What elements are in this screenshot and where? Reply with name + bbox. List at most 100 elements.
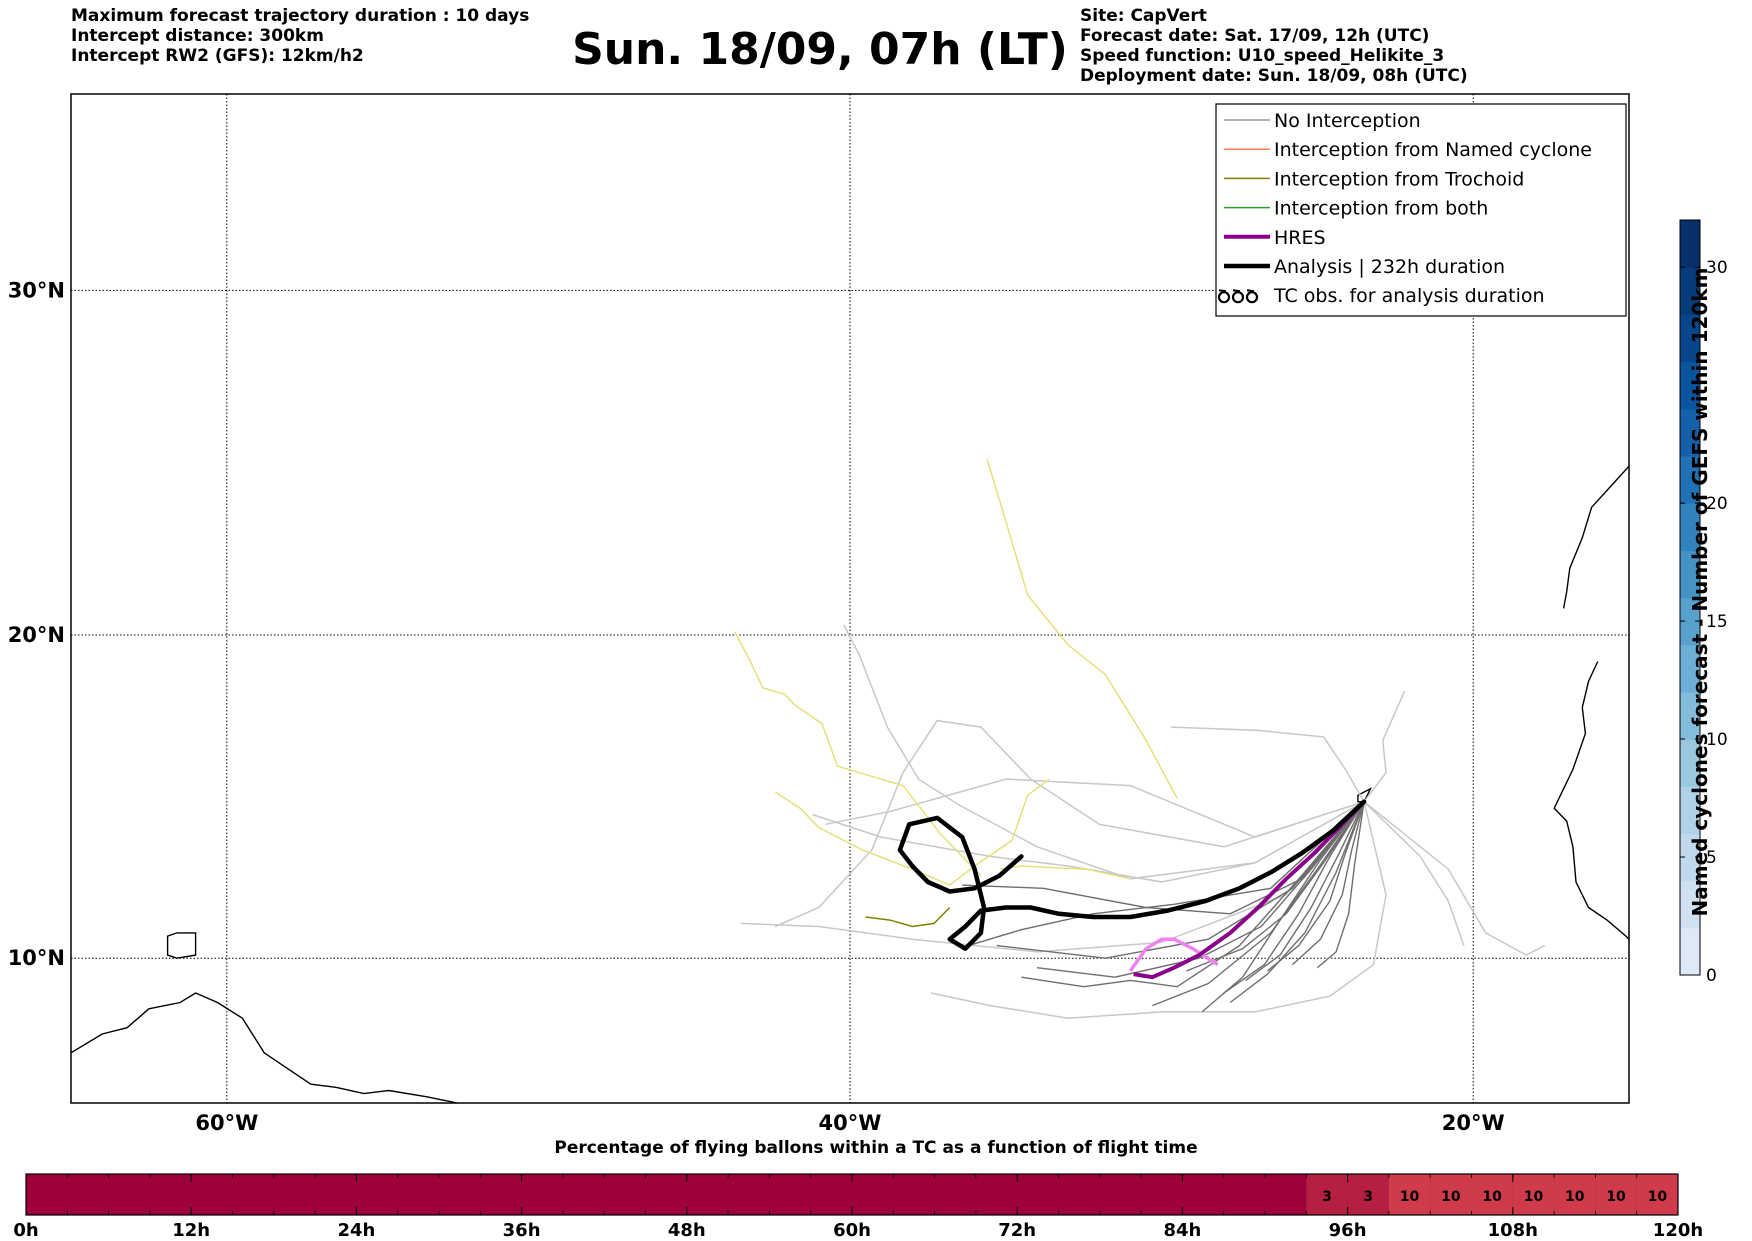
max-duration-text: Maximum forecast trajectory duration : 1… — [71, 6, 530, 26]
timeline-tick-label: 24h — [337, 1220, 375, 1241]
axis-labels: 30°N 20°N 10°N 60°W 40°W 20°W — [8, 278, 1505, 1135]
timeline-bar: 3 3 10 10 10 10 10 10 10 0h 12h 24h 36h 48h 60h 72h 84h… — [13, 1173, 1703, 1241]
timeline-tick-label: 36h — [503, 1220, 541, 1241]
colorbar-swatch — [1680, 739, 1700, 787]
timeline-title: Percentage of flying ballons within a TC… — [554, 1138, 1198, 1158]
trajectory-yellow — [774, 791, 950, 886]
trajectory-yellow — [949, 778, 1050, 886]
intercept-rw2-text: Intercept RW2 (GFS): 12km/h2 — [71, 46, 364, 66]
trajectory-hres-secondary — [1128, 937, 1219, 972]
colorbar-swatch — [1680, 597, 1700, 646]
timeline-segment-label: 10 — [1524, 1189, 1544, 1205]
timeline-segment-label: 10 — [1648, 1189, 1668, 1205]
colorbar-swatch — [1680, 833, 1700, 882]
timeline-segment — [1595, 1174, 1637, 1215]
forecast-settings: Site: CapVert Forecast date: Sat. 17/09,… — [1080, 6, 1468, 86]
deployment-date-text: Deployment date: Sun. 18/09, 08h (UTC) — [1080, 66, 1468, 86]
legend-item-label: HRES — [1274, 227, 1326, 249]
colorbar-swatch — [1680, 408, 1700, 457]
trajectory-no-interception — [1292, 801, 1365, 966]
lon-tick-label: 60°W — [195, 1111, 258, 1135]
colorbar-tick-label: 20 — [1706, 494, 1728, 514]
colorbar-tick-label: 30 — [1706, 258, 1728, 278]
coastline-sahara-coast — [1562, 465, 1629, 609]
trajectory-light — [1170, 726, 1365, 803]
legend-item-label: TC obs. for analysis duration — [1273, 285, 1545, 307]
site-text: Site: CapVert — [1080, 6, 1207, 26]
colorbar-swatch — [1680, 220, 1700, 268]
timeline-segment-label: 10 — [1482, 1189, 1502, 1205]
timeline-tick-label: 120h — [1653, 1220, 1703, 1241]
coastline-trinidad — [166, 932, 197, 959]
lon-tick-label: 20°W — [1442, 1111, 1505, 1135]
colorbar-frame — [1679, 219, 1701, 976]
timeline-tick-label: 96h — [1329, 1220, 1367, 1241]
lon-tick-label: 40°W — [819, 1111, 882, 1135]
trajectory-settings: Maximum forecast trajectory duration : 1… — [71, 6, 529, 66]
map-frame — [70, 93, 1630, 1104]
colorbar-swatch — [1680, 361, 1700, 410]
trajectory-light — [1363, 801, 1465, 946]
tc-symbol-icon — [1217, 289, 1259, 304]
timeline-segment-label: 10 — [1565, 1189, 1585, 1205]
trajectory-no-interception — [1152, 801, 1365, 1007]
trajectory-no-interception — [1316, 801, 1365, 969]
coastline-south-america — [71, 992, 458, 1103]
trajectory-no-interception — [1186, 801, 1365, 972]
trajectory-light — [774, 719, 1365, 928]
colorbar-swatch — [1680, 691, 1700, 740]
colorbar-swatch — [1680, 503, 1700, 551]
trajectory-no-interception — [1229, 801, 1365, 1004]
page-title: Sun. 18/09, 07h (LT) — [572, 24, 1068, 75]
timeline-tick-label: 12h — [172, 1220, 210, 1241]
trajectory-trochoid — [865, 906, 951, 928]
speed-function-text: Speed function: U10_speed_Helikite_3 — [1080, 46, 1445, 66]
timeline-segment-label: 10 — [1606, 1189, 1626, 1205]
timeline-segment-label: 10 — [1441, 1189, 1461, 1205]
colorbar: 0 5 10 15 20 30 — [1679, 219, 1728, 986]
trajectory-yellow — [734, 631, 982, 877]
coastlines — [71, 465, 1629, 1103]
colorbar-tick-label: 15 — [1706, 612, 1728, 632]
colorbar-swatch — [1680, 927, 1700, 976]
trajectory-light — [843, 624, 1365, 880]
timeline-segment — [1471, 1174, 1513, 1215]
legend-item-label: Interception from both — [1274, 198, 1488, 220]
trajectory-light — [930, 801, 1387, 1019]
timeline-segment — [1636, 1174, 1678, 1215]
timeline-tick-label: 72h — [998, 1220, 1036, 1241]
trajectory-no-interception — [962, 801, 1365, 915]
colorbar-swatch — [1680, 550, 1700, 599]
lat-tick-label: 10°N — [8, 946, 65, 970]
timeline-segment-label: 10 — [1400, 1189, 1420, 1205]
colorbar-swatch — [1680, 880, 1700, 929]
trajectory-light — [1363, 801, 1546, 956]
legend-item-label: Interception from Trochoid — [1274, 168, 1524, 190]
trajectory-no-interception — [1267, 801, 1365, 972]
trajectory-light — [824, 778, 1365, 838]
timeline-segment-label: 3 — [1322, 1189, 1332, 1205]
map-plot-area — [71, 94, 1629, 1103]
lat-tick-label: 20°N — [8, 623, 65, 647]
trajectories — [734, 459, 1546, 1019]
legend-item-label: Analysis | 232h duration — [1274, 256, 1505, 278]
trajectory-no-interception — [968, 801, 1365, 947]
colorbar-tick-label: 5 — [1706, 848, 1717, 868]
timeline-segment — [1512, 1174, 1555, 1215]
trajectory-yellow — [986, 459, 1178, 799]
trajectory-light — [812, 801, 1365, 883]
trajectory-light — [1363, 690, 1406, 803]
legend-item-label: No Interception — [1274, 110, 1421, 132]
colorbar-tick-label: 10 — [1706, 730, 1728, 750]
legend: No Interception Interception from Named c… — [1215, 103, 1627, 317]
timeline-tick-label: 60h — [833, 1220, 871, 1241]
lat-tick-label: 30°N — [8, 278, 65, 302]
trajectory-no-interception — [1021, 801, 1365, 988]
timeline-segment — [1430, 1174, 1472, 1215]
legend-item-label: Interception from Named cyclone — [1274, 139, 1592, 161]
trajectory-hres — [1133, 800, 1366, 980]
legend-box — [1215, 103, 1627, 317]
colorbar-swatch — [1680, 267, 1700, 315]
trajectory-no-interception — [1245, 801, 1365, 981]
timeline-segment — [1347, 1174, 1389, 1215]
